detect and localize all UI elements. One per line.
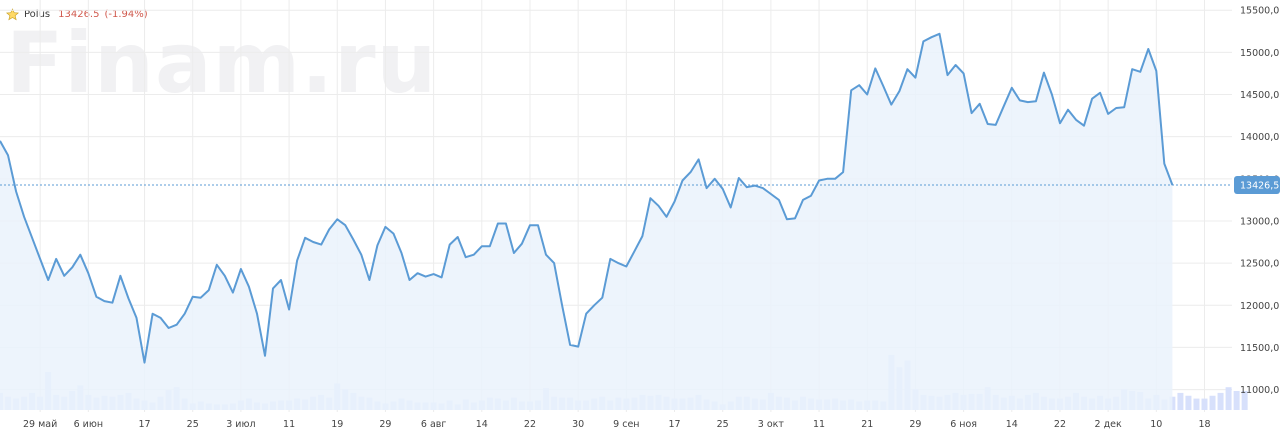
x-tick-label: 3 окт	[758, 419, 785, 430]
volume-bar	[1233, 391, 1240, 410]
x-tick-label: 10	[1150, 419, 1162, 430]
y-tick-label: 14500,0	[1240, 90, 1279, 101]
last-price-label-group: 13426,5	[1234, 176, 1280, 195]
ticker-price: 13426.5	[58, 9, 100, 20]
volume-bar	[1217, 392, 1224, 410]
y-tick-label: 11500,0	[1240, 343, 1279, 354]
x-tick-label: 21	[861, 419, 873, 430]
last-price-label-bg	[1234, 176, 1280, 195]
price-area-fill	[0, 33, 1173, 411]
volume-bar	[1193, 398, 1200, 410]
x-tick-label: 11	[283, 419, 295, 430]
x-tick-label: 6 авг	[421, 419, 446, 430]
x-tick-label: 2 дек	[1095, 419, 1122, 430]
volume-bar	[1177, 392, 1184, 410]
x-tick-label: 6 ноя	[950, 419, 977, 430]
x-tick-label: 25	[717, 419, 729, 430]
x-tick-label: 22	[1054, 419, 1066, 430]
x-tick-label: 29	[379, 419, 391, 430]
volume-bar	[1209, 395, 1216, 410]
y-axis: 11000,011500,012000,012500,013000,013500…	[1240, 6, 1279, 396]
price-area	[0, 32, 1174, 411]
x-tick-label: 17	[138, 419, 150, 430]
ticker-name: Polus	[24, 9, 51, 20]
x-tick-label: 22	[524, 419, 536, 430]
x-tick-label: 30	[572, 419, 584, 430]
x-tick-label: 29 май	[23, 419, 57, 430]
volume-bar	[1241, 391, 1248, 410]
y-tick-label: 14000,0	[1240, 132, 1279, 143]
instrument-header: Polus 13426.5 (-1.94%)	[6, 8, 148, 21]
x-tick-label: 11	[813, 419, 825, 430]
x-tick-label: 19	[331, 419, 343, 430]
x-tick-label: 14	[476, 419, 488, 430]
star-icon[interactable]	[6, 8, 19, 21]
x-tick-label: 18	[1198, 419, 1210, 430]
y-tick-label: 15000,0	[1240, 48, 1279, 59]
ticker-change: (-1.94%)	[104, 9, 148, 20]
x-axis: 29 май 6 июн 17 25 3 июл 11 19 29 6 авг 14 22 30 9 с…	[23, 419, 1211, 430]
y-tick-label: 12500,0	[1240, 259, 1279, 270]
y-tick-label: 11000,0	[1240, 385, 1279, 396]
volume-bar	[1185, 395, 1192, 410]
price-line	[0, 32, 1174, 364]
x-tick-label: 17	[668, 419, 680, 430]
x-tick-label: 25	[187, 419, 199, 430]
y-tick-label: 13000,0	[1240, 216, 1279, 227]
x-tick-label: 6 июн	[74, 419, 103, 430]
x-tick-label: 3 июл	[226, 419, 255, 430]
volume-bar	[1201, 398, 1208, 410]
y-tick-label: 15500,0	[1240, 6, 1279, 17]
y-tick-label: 12000,0	[1240, 301, 1279, 312]
x-tick-label: 14	[1006, 419, 1018, 430]
volume-bar	[1225, 387, 1232, 410]
x-tick-label: 29	[909, 419, 921, 430]
x-tick-label: 9 сен	[613, 419, 639, 430]
last-price-label: 13426,5	[1240, 181, 1279, 192]
